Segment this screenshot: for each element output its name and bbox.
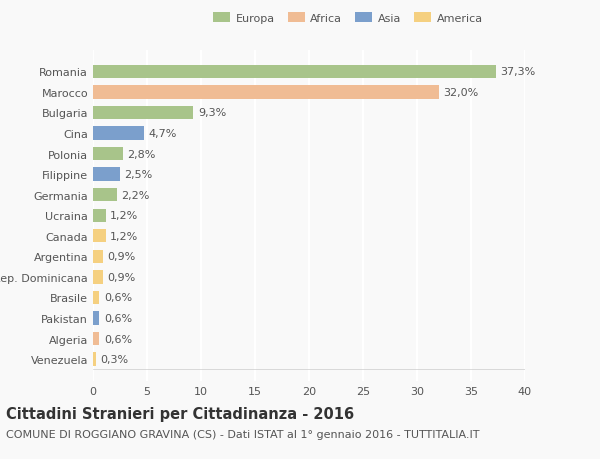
Bar (93, 230, 106, 243)
Bar (93, 291, 100, 304)
Text: 0,6%: 0,6% (104, 293, 132, 303)
Text: 0,6%: 0,6% (104, 313, 132, 323)
Bar (93, 271, 103, 284)
Text: 2,5%: 2,5% (124, 170, 152, 180)
Text: 37,3%: 37,3% (500, 67, 535, 77)
Text: 0,3%: 0,3% (101, 354, 128, 364)
Bar (93, 312, 100, 325)
Text: 2,2%: 2,2% (121, 190, 149, 200)
Bar (93, 106, 193, 120)
Text: 0,9%: 0,9% (107, 272, 135, 282)
Bar (93, 250, 103, 263)
Text: Cittadini Stranieri per Cittadinanza - 2016: Cittadini Stranieri per Cittadinanza - 2… (6, 406, 354, 421)
Text: COMUNE DI ROGGIANO GRAVINA (CS) - Dati ISTAT al 1° gennaio 2016 - TUTTITALIA.IT: COMUNE DI ROGGIANO GRAVINA (CS) - Dati I… (6, 429, 479, 439)
Bar (93, 209, 106, 223)
Bar (93, 168, 120, 181)
Text: 2,8%: 2,8% (128, 149, 156, 159)
Text: 1,2%: 1,2% (110, 231, 139, 241)
Text: 4,7%: 4,7% (148, 129, 176, 139)
Bar (93, 86, 439, 99)
Bar (93, 127, 144, 140)
Text: 9,3%: 9,3% (198, 108, 226, 118)
Text: 1,2%: 1,2% (110, 211, 139, 221)
Legend: Europa, Africa, Asia, America: Europa, Africa, Asia, America (210, 10, 486, 28)
Bar (93, 332, 100, 346)
Text: 32,0%: 32,0% (443, 88, 478, 98)
Bar (93, 66, 496, 79)
Bar (93, 189, 117, 202)
Bar (93, 353, 96, 366)
Text: 0,9%: 0,9% (107, 252, 135, 262)
Text: 0,6%: 0,6% (104, 334, 132, 344)
Bar (93, 147, 123, 161)
